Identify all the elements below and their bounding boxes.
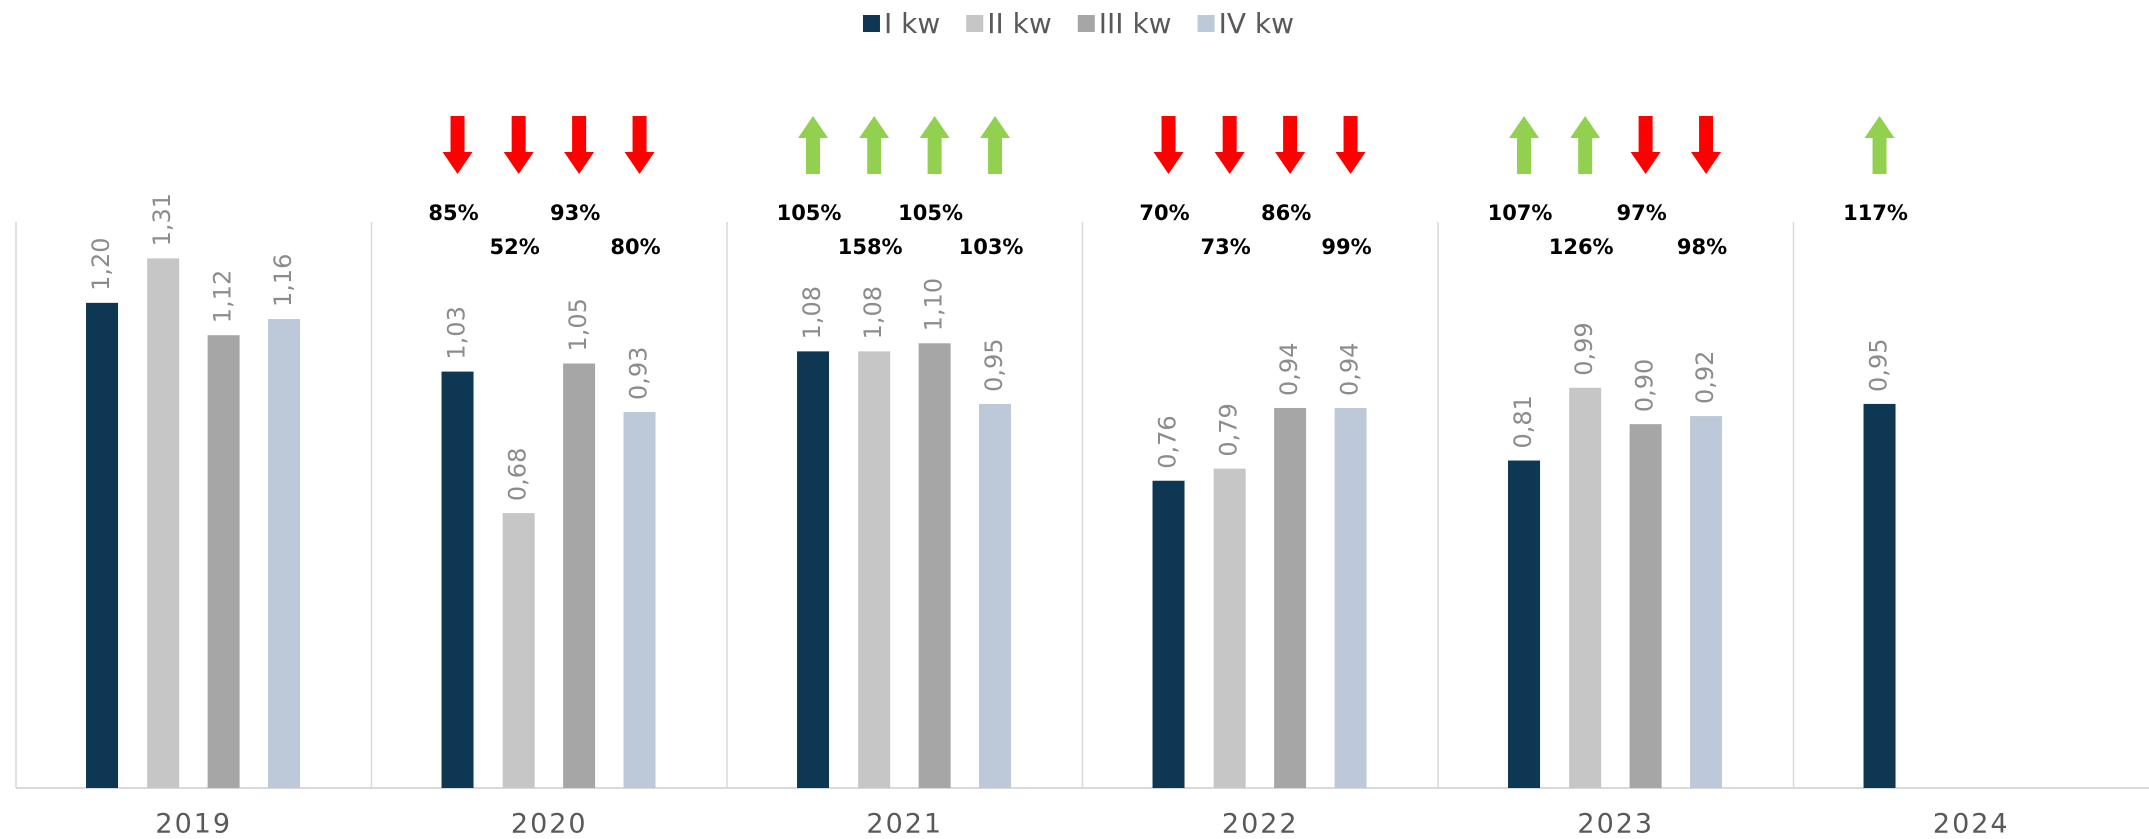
value-label: 0,76 <box>1154 415 1182 468</box>
bar <box>502 513 535 788</box>
x-tick-label: 2021 <box>866 809 943 839</box>
change-label: 117% <box>1843 201 1908 225</box>
change-arrow <box>503 116 534 174</box>
bar <box>563 363 596 788</box>
x-tick-label: 2023 <box>1577 809 1654 839</box>
value-label: 0,68 <box>504 448 532 501</box>
legend: I kw II kw III kw IV kw <box>862 7 1294 40</box>
change-label: 99% <box>1321 235 1371 259</box>
change-label: 158% <box>838 235 903 259</box>
value-label: 0,92 <box>1691 351 1719 404</box>
change-arrow <box>564 116 595 174</box>
value-label: 1,03 <box>443 306 471 359</box>
value-label: 0,94 <box>1336 343 1364 396</box>
change-label: 85% <box>428 201 478 225</box>
value-label: 1,16 <box>269 254 297 307</box>
change-label: 98% <box>1677 235 1727 259</box>
change-label: 70% <box>1139 201 1189 225</box>
change-label: 107% <box>1488 201 1553 225</box>
change-label: 103% <box>959 235 1024 259</box>
x-tick-label: 2022 <box>1222 809 1299 839</box>
bar <box>1569 387 1602 788</box>
bar <box>1213 468 1246 788</box>
change-label: 52% <box>490 235 540 259</box>
legend-swatch <box>862 15 880 32</box>
change-label: 97% <box>1616 201 1666 225</box>
value-label: 1,12 <box>209 270 237 323</box>
value-label: 0,94 <box>1275 343 1303 396</box>
bar <box>1690 416 1723 788</box>
legend-swatch <box>1197 15 1215 32</box>
change-arrow <box>859 116 890 174</box>
change-label: 86% <box>1261 201 1311 225</box>
legend-swatch <box>966 15 984 32</box>
value-label: 1,31 <box>148 193 176 246</box>
change-label: 80% <box>610 235 660 259</box>
x-tick-label: 2019 <box>155 809 232 839</box>
change-arrow <box>919 116 950 174</box>
bar <box>207 335 240 788</box>
change-label: 93% <box>550 201 600 225</box>
change-arrow <box>1509 116 1540 174</box>
x-tick-label: 2020 <box>511 809 588 839</box>
change-label: 105% <box>777 201 842 225</box>
bar <box>268 319 301 788</box>
legend-swatch <box>1077 15 1095 32</box>
change-arrow <box>1153 116 1184 174</box>
bar <box>979 403 1012 788</box>
bar <box>1629 424 1662 788</box>
change-arrow <box>798 116 829 174</box>
bar <box>623 412 656 788</box>
value-label: 1,08 <box>798 286 826 339</box>
value-label: 1,05 <box>564 298 592 351</box>
bar <box>918 343 951 788</box>
value-label: 0,93 <box>625 347 653 400</box>
bar <box>1508 460 1541 788</box>
change-arrow <box>1214 116 1245 174</box>
bar <box>1152 480 1185 788</box>
value-label: 0,95 <box>1865 338 1893 391</box>
bar <box>1334 407 1367 788</box>
change-label: 73% <box>1201 235 1251 259</box>
change-arrow <box>1335 116 1366 174</box>
change-arrow <box>980 116 1011 174</box>
bar <box>86 302 119 788</box>
legend-label: IV kw <box>1219 7 1294 40</box>
legend-label: I kw <box>884 7 940 40</box>
change-arrow <box>624 116 655 174</box>
change-arrow <box>1691 116 1722 174</box>
value-label: 1,20 <box>87 237 115 290</box>
bar <box>147 258 180 788</box>
bar <box>797 351 830 788</box>
change-arrow <box>1630 116 1661 174</box>
bar <box>858 351 891 788</box>
value-label: 1,08 <box>859 286 887 339</box>
value-label: 0,95 <box>980 338 1008 391</box>
value-label: 0,90 <box>1631 359 1659 412</box>
change-label: 126% <box>1549 235 1614 259</box>
legend-label: III kw <box>1099 7 1172 40</box>
bar <box>1863 403 1896 788</box>
change-arrow <box>442 116 473 174</box>
change-label: 105% <box>898 201 963 225</box>
x-tick-label: 2024 <box>1933 809 2010 839</box>
value-label: 0,99 <box>1570 322 1598 375</box>
value-label: 1,10 <box>920 278 948 331</box>
change-arrow <box>1864 116 1895 174</box>
value-label: 0,79 <box>1215 403 1243 456</box>
bar <box>1274 407 1307 788</box>
bar <box>441 371 474 788</box>
value-label: 0,81 <box>1509 395 1537 448</box>
change-arrow <box>1570 116 1601 174</box>
change-arrow <box>1275 116 1306 174</box>
legend-label: II kw <box>987 7 1052 40</box>
